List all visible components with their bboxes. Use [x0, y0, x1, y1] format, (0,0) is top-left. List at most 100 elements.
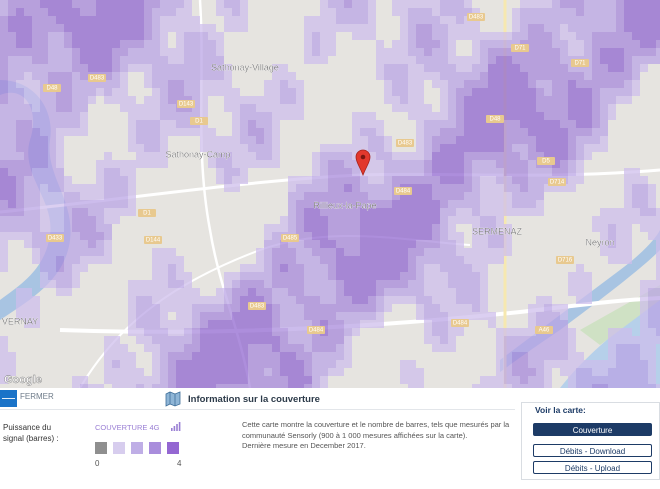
coverage-cell: [240, 384, 248, 388]
coverage-cell: [224, 72, 232, 80]
coverage-cell: [264, 352, 272, 360]
coverage-cell: [112, 48, 120, 56]
coverage-cell: [496, 104, 504, 112]
coverage-cell: [624, 72, 632, 80]
coverage-cell: [624, 80, 632, 88]
coverage-cell: [0, 336, 8, 344]
coverage-cell: [456, 216, 464, 224]
coverage-cell: [552, 160, 560, 168]
coverage-cell: [616, 64, 624, 72]
coverage-cell: [456, 240, 464, 248]
coverage-cell: [608, 56, 616, 64]
coverage-cell: [304, 240, 312, 248]
coverage-cell: [24, 216, 32, 224]
coverage-cell: [224, 136, 232, 144]
coverage-cell: [592, 88, 600, 96]
coverage-cell: [472, 48, 480, 56]
coverage-cell: [416, 136, 424, 144]
coverage-cell: [24, 40, 32, 48]
coverage-cell: [104, 176, 112, 184]
coverage-cell: [376, 200, 384, 208]
coverage-cell: [648, 376, 656, 384]
coverage-cell: [192, 352, 200, 360]
coverage-cell: [32, 176, 40, 184]
coverage-cell: [280, 288, 288, 296]
coverage-cell: [416, 200, 424, 208]
coverage-cell: [256, 272, 264, 280]
coverage-cell: [432, 320, 440, 328]
coverage-cell: [136, 120, 144, 128]
coverage-cell: [552, 168, 560, 176]
coverage-cell: [256, 128, 264, 136]
coverage-cell: [80, 120, 88, 128]
coverage-cell: [296, 264, 304, 272]
coverage-cell: [216, 72, 224, 80]
coverage-cell: [272, 336, 280, 344]
coverage-cell: [544, 296, 552, 304]
coverage-cell: [8, 144, 16, 152]
coverage-cell: [536, 104, 544, 112]
coverage-cell: [32, 160, 40, 168]
coverage-cell: [504, 208, 512, 216]
upload-button[interactable]: Débits - Upload: [533, 461, 652, 474]
coverage-cell: [440, 72, 448, 80]
coverage-cell: [336, 168, 344, 176]
coverage-cell: [384, 200, 392, 208]
coverage-cell: [424, 128, 432, 136]
coverage-cell: [520, 0, 528, 8]
coverage-cell: [72, 104, 80, 112]
coverage-cell: [96, 224, 104, 232]
coverage-cell: [72, 248, 80, 256]
coverage-cell: [56, 184, 64, 192]
coverage-cell: [536, 0, 544, 8]
coverage-cell: [80, 24, 88, 32]
coverage-button[interactable]: Couverture: [533, 423, 652, 436]
coverage-cell: [304, 344, 312, 352]
coverage-cell: [520, 16, 528, 24]
coverage-cell: [632, 8, 640, 16]
coverage-cell: [288, 320, 296, 328]
coverage-cell: [360, 304, 368, 312]
coverage-cell: [184, 112, 192, 120]
coverage-cell: [648, 232, 656, 240]
coverage-cell: [16, 104, 24, 112]
coverage-cell: [32, 200, 40, 208]
road-label: D483: [469, 15, 484, 21]
coverage-cell: [8, 152, 16, 160]
coverage-cell: [280, 96, 288, 104]
coverage-cell: [472, 240, 480, 248]
coverage-cell: [48, 224, 56, 232]
coverage-cell: [408, 168, 416, 176]
coverage-cell: [56, 224, 64, 232]
coverage-cell: [160, 384, 168, 388]
coverage-cell: [400, 288, 408, 296]
close-label[interactable]: FERMER: [20, 392, 54, 401]
coverage-cell: [624, 360, 632, 368]
coverage-cell: [472, 32, 480, 40]
close-button[interactable]: —: [0, 390, 17, 407]
coverage-cell: [544, 312, 552, 320]
coverage-cell: [480, 136, 488, 144]
location-pin[interactable]: [355, 149, 371, 177]
coverage-cell: [392, 152, 400, 160]
coverage-cell: [416, 72, 424, 80]
coverage-cell: [96, 200, 104, 208]
coverage-cell: [344, 8, 352, 16]
coverage-cell: [432, 112, 440, 120]
coverage-cell: [304, 376, 312, 384]
coverage-cell: [352, 112, 360, 120]
coverage-cell: [424, 0, 432, 8]
coverage-cell: [72, 224, 80, 232]
coverage-cell: [216, 368, 224, 376]
coverage-cell: [312, 184, 320, 192]
download-button[interactable]: Débits - Download: [533, 444, 652, 457]
coverage-cell: [568, 104, 576, 112]
coverage-cell: [8, 40, 16, 48]
coverage-cell: [120, 376, 128, 384]
coverage-cell: [136, 312, 144, 320]
coverage-cell: [376, 120, 384, 128]
description-line: communauté Sensorly (900 à 1 000 mesures…: [242, 430, 468, 440]
coverage-cell: [560, 368, 568, 376]
coverage-cell: [576, 136, 584, 144]
coverage-cell: [0, 232, 8, 240]
